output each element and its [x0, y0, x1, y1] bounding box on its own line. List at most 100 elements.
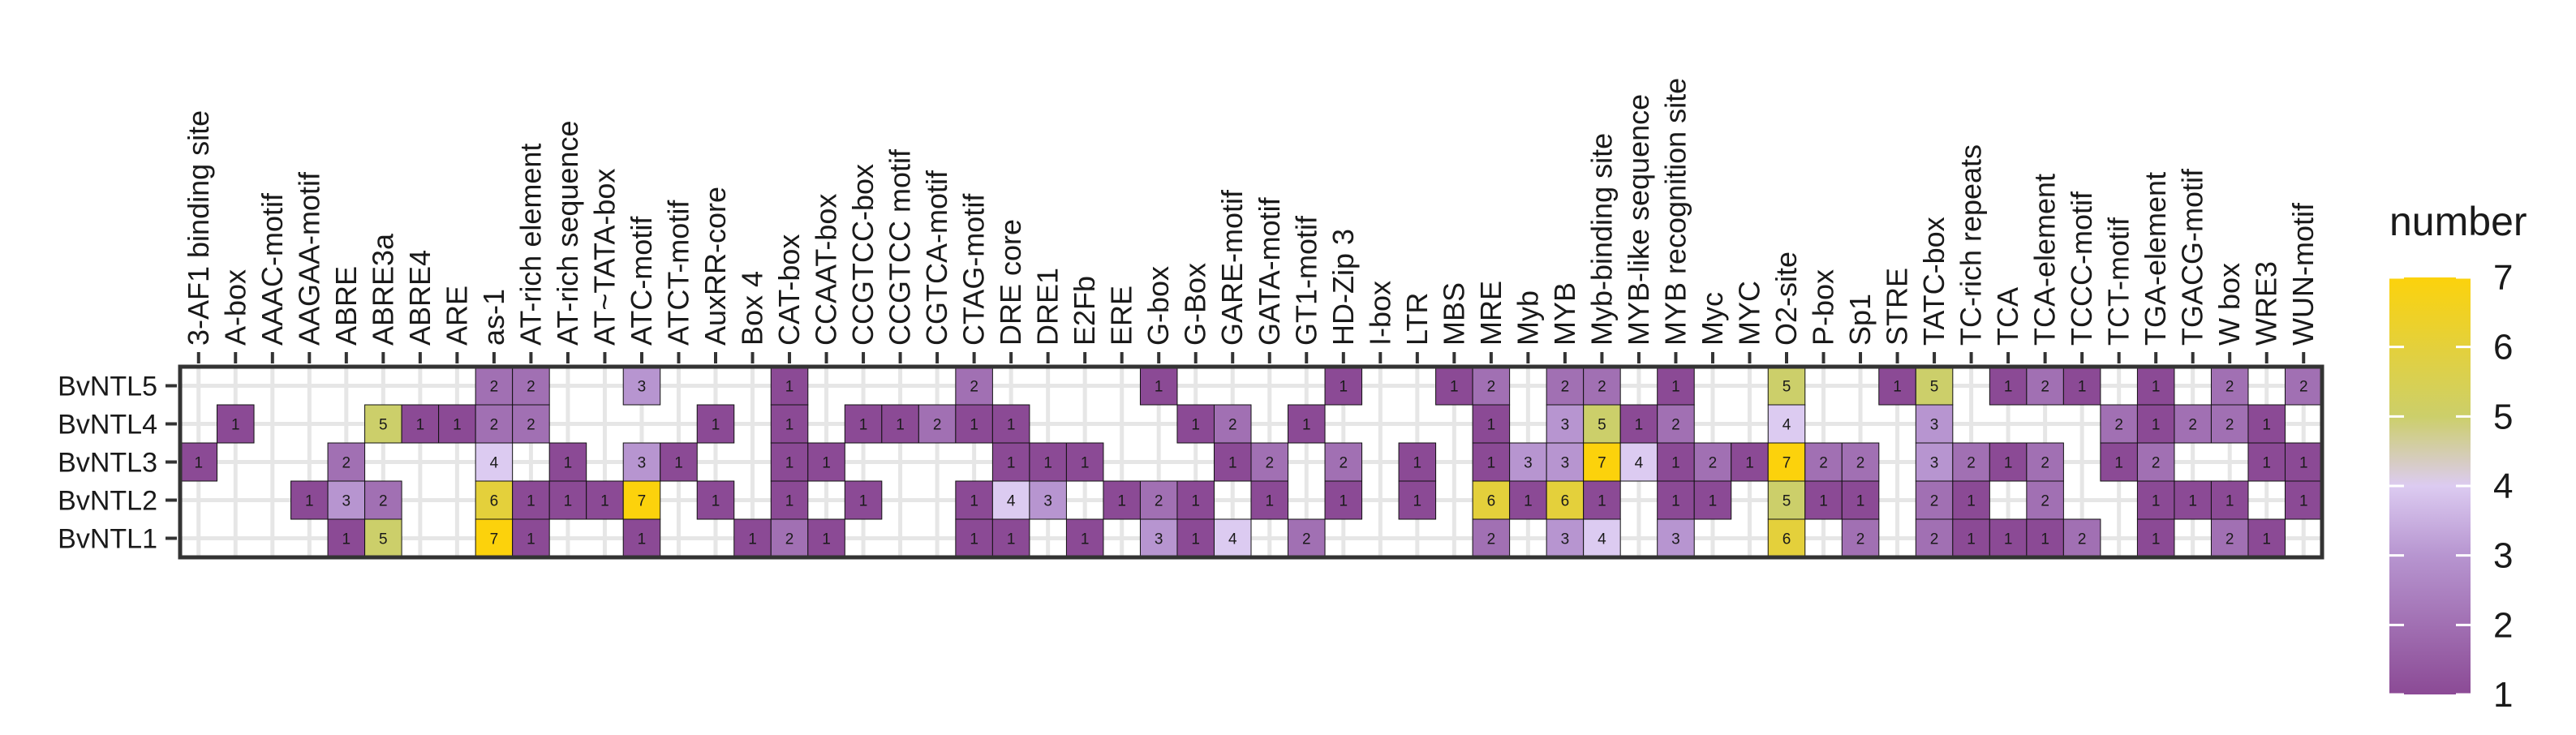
cell-value-label: 1	[748, 531, 757, 548]
cell-value-label: 1	[822, 455, 831, 472]
cell-value-label: 2	[2041, 493, 2049, 510]
heatmap-cell	[1398, 442, 1437, 482]
cell-value-label: 1	[1265, 493, 1274, 510]
cell-value-label: 1	[712, 417, 720, 434]
heatmap-cell	[1546, 366, 1585, 406]
x-tick-label: DRE1	[1031, 268, 1064, 346]
heatmap-cell	[548, 442, 587, 482]
heatmap-cell	[1288, 518, 1326, 558]
heatmap-cell	[2210, 480, 2249, 520]
cell-value-label: 1	[1340, 379, 1348, 396]
x-tick-label: 3-AF1 binding site	[182, 110, 215, 346]
cell-value-label: 1	[342, 531, 351, 548]
cell-value-label: 1	[822, 531, 831, 548]
cell-value-label: 4	[1783, 417, 1791, 434]
x-tick-label: P-box	[1807, 269, 1840, 346]
heatmap-cell	[1472, 518, 1511, 558]
heatmap-cell	[1841, 518, 1880, 558]
cell-value-label: 1	[2041, 531, 2049, 548]
heatmap-cell	[991, 480, 1030, 520]
cell-value-label: 1	[1487, 417, 1496, 434]
cell-value-label: 1	[2262, 531, 2271, 548]
y-tick-label: BvNTL3	[58, 448, 157, 479]
cell-value-label: 2	[527, 379, 535, 396]
heatmap-cell	[1952, 442, 1990, 482]
heatmap-cell	[548, 480, 587, 520]
x-axis: 3-AF1 binding site A-box AAAC-motif AAGAA-m…	[182, 78, 2320, 363]
x-tick-label: GT1-motif	[1289, 215, 1322, 346]
cell-value-label: 1	[1007, 455, 1016, 472]
x-tick-label: TCA	[1991, 287, 2024, 346]
heatmap-cell	[1693, 442, 1732, 482]
cell-value-label: 1	[1671, 493, 1680, 510]
cell-value-label: 1	[896, 417, 905, 434]
cell-value-label: 4	[1228, 531, 1237, 548]
cell-value-label: 2	[490, 417, 499, 434]
heatmap-cell	[2100, 442, 2138, 482]
cell-value-label: 2	[2041, 379, 2049, 396]
heatmap-cell	[1546, 518, 1585, 558]
heatmap-cell	[1731, 442, 1769, 482]
cell-value-label: 3	[1561, 417, 1570, 434]
cell-value-label: 2	[1709, 455, 1718, 472]
x-tick-label: CCGTCC motif	[884, 148, 917, 346]
cell-value-label: 1	[1671, 379, 1680, 396]
cell-value-label: 2	[1155, 493, 1163, 510]
heatmap-cell	[991, 442, 1030, 482]
x-tick-label: TCT-motif	[2102, 217, 2135, 346]
cell-value-label: 1	[1709, 493, 1718, 510]
legend-title: number	[2389, 199, 2527, 244]
cell-value-label: 2	[490, 379, 499, 396]
heatmap-cell	[1583, 366, 1621, 406]
cell-value-label: 2	[933, 417, 942, 434]
heatmap-cell	[1213, 404, 1252, 444]
cell-value-label: 2	[1265, 455, 1274, 472]
heatmap-cell	[1065, 442, 1104, 482]
cell-value-label: 1	[1117, 493, 1126, 510]
cell-value-label: 1	[1228, 455, 1237, 472]
heatmap-cell	[991, 404, 1030, 444]
legend-tick-label: 6	[2493, 328, 2513, 368]
cell-value-label: 1	[785, 379, 794, 396]
cell-value-label: 3	[1155, 531, 1163, 548]
x-tick-label: I-box	[1363, 281, 1396, 346]
heatmap-cell	[1176, 518, 1215, 558]
x-tick-label: O2-site	[1770, 251, 1803, 346]
cell-value-label: 2	[970, 379, 978, 396]
cell-value-label: 6	[1783, 531, 1791, 548]
cell-value-label: 1	[1413, 455, 1422, 472]
cell-value-label: 3	[1524, 455, 1533, 472]
cell-value-label: 5	[1783, 379, 1791, 396]
x-tick-label: MYC	[1732, 281, 1765, 346]
heatmap-cell	[1546, 480, 1585, 520]
heatmap-cell	[2210, 518, 2249, 558]
x-tick-label: CTAG-motif	[957, 193, 991, 346]
heatmap-cell	[1139, 366, 1178, 406]
x-tick-label: ERE	[1105, 286, 1138, 346]
x-tick-label: Myb	[1511, 290, 1544, 346]
cell-value-label: 2	[1930, 493, 1939, 510]
cell-value-label: 1	[785, 493, 794, 510]
heatmap-cell	[327, 518, 366, 558]
cell-value-label: 1	[1967, 493, 1976, 510]
heatmap-cell	[2247, 442, 2286, 482]
cell-value-label: 7	[638, 493, 647, 510]
legend-tick-label: 3	[2493, 536, 2513, 576]
cell-value-label: 2	[1302, 531, 1311, 548]
heatmap-cell	[2100, 404, 2138, 444]
cell-value-label: 1	[1007, 531, 1016, 548]
x-tick-label: ATC-motif	[625, 216, 658, 346]
legend-tick-label: 4	[2493, 466, 2513, 506]
x-tick-label: TCA-element	[2028, 174, 2062, 346]
cell-value-label: 2	[527, 417, 535, 434]
heatmap-cell	[2174, 480, 2212, 520]
heatmap-cell	[1952, 518, 1990, 558]
heatmap-cell	[2026, 366, 2064, 406]
cell-value-label: 1	[1819, 493, 1828, 510]
heatmap-cell	[1176, 404, 1215, 444]
cell-value-label: 2	[1340, 455, 1348, 472]
cell-value-label: 3	[1671, 531, 1680, 548]
x-tick-label: AT-rich sequence	[551, 121, 584, 346]
heatmap-cell	[1915, 404, 1954, 444]
cell-value-label: 1	[527, 531, 535, 548]
